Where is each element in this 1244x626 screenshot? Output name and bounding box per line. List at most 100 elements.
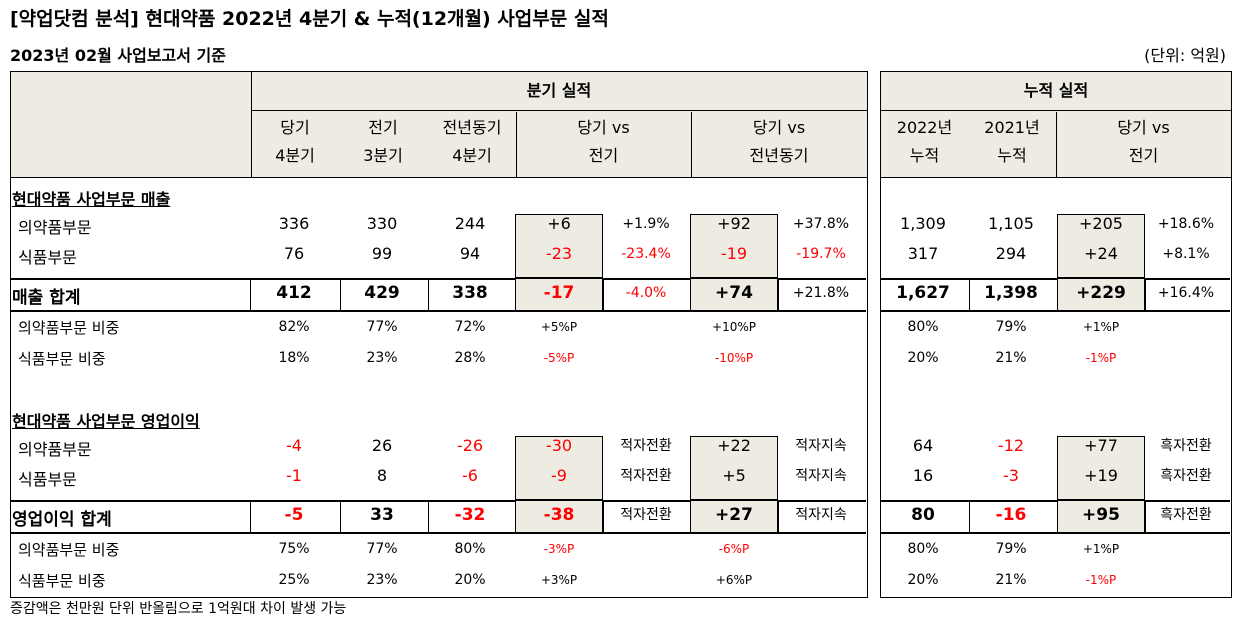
cumulative-value: 80% bbox=[907, 319, 939, 335]
col-vs-yoy-line2: 전년동기 bbox=[749, 146, 809, 165]
change-value: +21.8% bbox=[792, 285, 850, 301]
delta-value: -30 bbox=[545, 436, 573, 455]
quarter-value: 20% bbox=[454, 572, 486, 588]
delta-value: +92 bbox=[717, 214, 751, 233]
cumulative-title: 누적 실적 bbox=[1023, 81, 1089, 100]
delta-value: +3%P bbox=[540, 573, 578, 587]
cumulative-value: 79% bbox=[995, 541, 1027, 557]
quarter-value: -6 bbox=[462, 466, 478, 485]
total-row-bottom bbox=[11, 310, 866, 312]
change-value: +8.1% bbox=[1162, 246, 1210, 262]
unit-label: (단위: 억원) bbox=[1144, 46, 1226, 65]
quarter-value: 72% bbox=[454, 319, 486, 335]
quarter-value: 76 bbox=[283, 244, 305, 263]
delta-value: +1%P bbox=[1082, 320, 1120, 334]
change-value: 적자전환 bbox=[620, 468, 672, 484]
section-title: 현대약품 사업부문 영업이익 bbox=[12, 412, 200, 431]
quarter-value: -5 bbox=[284, 505, 304, 525]
delta-value: -3%P bbox=[543, 542, 575, 556]
quarter-value: 330 bbox=[366, 214, 398, 233]
total-row-divider bbox=[1057, 501, 1058, 532]
header-shade bbox=[11, 72, 867, 177]
cumulative-value: 20% bbox=[907, 572, 939, 588]
quarter-value: 99 bbox=[371, 244, 393, 263]
total-row-divider bbox=[250, 279, 251, 310]
quarter-value: 429 bbox=[364, 283, 400, 303]
cumulative-value: 79% bbox=[995, 319, 1027, 335]
quarter-value: 8 bbox=[376, 466, 388, 485]
total-row-divider bbox=[690, 279, 691, 310]
quarter-value: 18% bbox=[278, 350, 310, 366]
delta-value: +95 bbox=[1082, 505, 1120, 525]
delta-value: -10%P bbox=[714, 351, 754, 365]
cumulative-value: 16 bbox=[912, 466, 934, 485]
delta-value: +74 bbox=[715, 283, 753, 303]
cumulative-value: 21% bbox=[995, 350, 1027, 366]
quarter-value: -4 bbox=[286, 436, 302, 455]
row-label: 식품부문 bbox=[18, 470, 77, 489]
total-row-divider bbox=[515, 501, 516, 532]
delta-value: -1%P bbox=[1085, 351, 1117, 365]
cumulative-value: 64 bbox=[912, 436, 934, 455]
quarter-value: 23% bbox=[366, 572, 398, 588]
share-row-label: 의약품부문 비중 bbox=[18, 319, 120, 337]
change-value: -23.4% bbox=[621, 246, 671, 262]
col-cur-line1: 당기 bbox=[280, 118, 310, 137]
change-value: 적자지속 bbox=[795, 468, 847, 484]
total-row-divider bbox=[428, 279, 429, 310]
section-title: 현대약품 사업부문 매출 bbox=[12, 190, 171, 209]
delta-value: +1%P bbox=[1082, 542, 1120, 556]
cumulative-value: -16 bbox=[995, 505, 1027, 525]
delta-value: -1%P bbox=[1085, 573, 1117, 587]
delta-box-total bbox=[515, 501, 603, 532]
cumulative-value: 80% bbox=[907, 541, 939, 557]
share-row-label: 식품부문 비중 bbox=[18, 572, 106, 590]
total-row-divider bbox=[340, 279, 341, 310]
total-row-divider bbox=[1057, 279, 1058, 310]
cumulative-value: 1,398 bbox=[984, 283, 1038, 303]
col-prev-line2: 3분기 bbox=[363, 146, 403, 165]
share-row-label: 의약품부문 비중 bbox=[18, 541, 120, 559]
quarter-title: 분기 실적 bbox=[526, 81, 592, 100]
delta-value: -38 bbox=[543, 505, 575, 525]
quarter-value: 244 bbox=[454, 214, 486, 233]
total-row-divider bbox=[603, 279, 604, 310]
delta-box-total bbox=[1057, 279, 1145, 310]
quarter-value: -32 bbox=[454, 505, 486, 525]
quarter-value: 75% bbox=[278, 541, 310, 557]
total-row-divider bbox=[515, 279, 516, 310]
cumulative-value: 294 bbox=[995, 244, 1027, 263]
delta-value: +77 bbox=[1084, 436, 1118, 455]
delta-value: +24 bbox=[1084, 244, 1118, 263]
delta-box-total bbox=[1057, 501, 1145, 532]
delta-value: -17 bbox=[543, 283, 575, 303]
col-2021-line2: 누적 bbox=[997, 146, 1027, 165]
change-value: -19.7% bbox=[796, 246, 846, 262]
col-vs-prev-line1: 당기 vs bbox=[577, 118, 630, 137]
change-value: 흑자전환 bbox=[1160, 468, 1212, 484]
delta-value: -6%P bbox=[718, 542, 750, 556]
col-vs-yoy-line1: 당기 vs bbox=[752, 118, 806, 137]
change-value: 적자지속 bbox=[795, 438, 847, 454]
col-cur-line2: 4분기 bbox=[275, 146, 315, 165]
cumulative-value: 317 bbox=[907, 244, 939, 263]
quarterly-panel: 분기 실적 당기 4분기 전기 3분기 전년동기 4분기 당기 vs 전기 당기… bbox=[10, 71, 868, 598]
total-row-divider bbox=[250, 501, 251, 532]
cumulative-value: 80 bbox=[911, 505, 935, 525]
col-2022-line2: 누적 bbox=[909, 146, 940, 165]
delta-value: +10%P bbox=[712, 320, 756, 334]
total-row-top bbox=[11, 278, 866, 280]
cumulative-panel: 누적 실적 2022년 누적 2021년 누적 당기 vs 전기 bbox=[880, 71, 1232, 598]
col-2021-line1: 2021년 bbox=[984, 118, 1040, 137]
cumulative-value: 1,309 bbox=[900, 214, 946, 233]
col-yoy-line1: 전년동기 bbox=[442, 118, 502, 137]
quarter-value: 26 bbox=[371, 436, 393, 455]
report-basis: 2023년 02월 사업보고서 기준 bbox=[10, 46, 226, 65]
col-2022-line1: 2022년 bbox=[896, 118, 953, 137]
delta-value: +205 bbox=[1079, 214, 1123, 233]
cumulative-value: 1,627 bbox=[896, 283, 950, 303]
delta-box bbox=[515, 214, 603, 278]
delta-box bbox=[515, 436, 603, 500]
col-yoy-line2: 4분기 bbox=[452, 146, 492, 165]
total-row-divider bbox=[1145, 279, 1146, 310]
